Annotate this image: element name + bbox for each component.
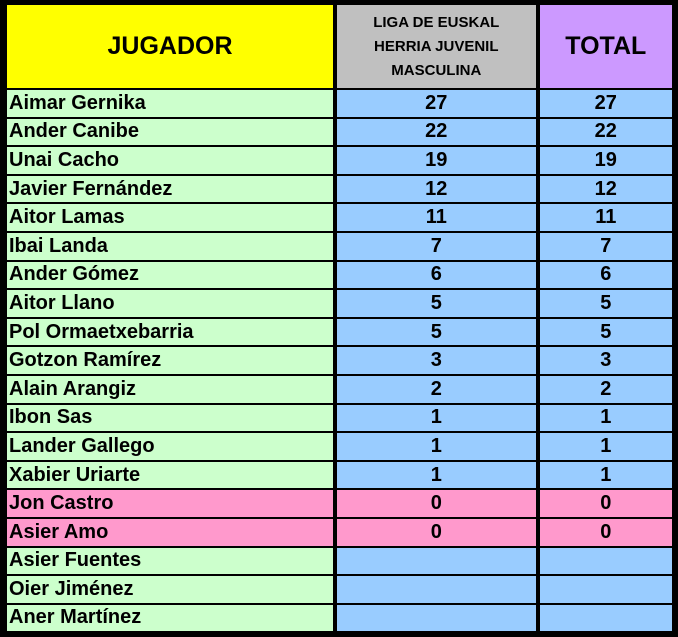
table-row-zero: Jon Castro 0 0 (7, 490, 672, 517)
header-league-line-3: MASCULINA (391, 61, 482, 79)
league-goals: 22 (336, 118, 536, 146)
total-goals: 27 (539, 90, 672, 117)
league-goals (336, 547, 536, 575)
player-name: Aitor Lamas (7, 204, 333, 231)
header-total: TOTAL (539, 5, 672, 88)
player-name: Jon Castro (7, 490, 333, 517)
player-name: Asier Amo (7, 518, 333, 546)
table-row-empty: Oier Jiménez (7, 576, 672, 603)
player-name: Ander Gómez (7, 261, 333, 289)
league-goals: 11 (336, 204, 536, 231)
player-name: Ibon Sas (7, 404, 333, 432)
total-goals: 5 (539, 318, 672, 346)
total-goals: 19 (539, 147, 672, 174)
player-name: Gotzon Ramírez (7, 347, 333, 374)
table-row: Xabier Uriarte 1 1 (7, 461, 672, 489)
league-goals: 19 (336, 147, 536, 174)
table-row: Javier Fernández 12 12 (7, 175, 672, 203)
player-name: Unai Cacho (7, 147, 333, 174)
total-goals: 2 (539, 375, 672, 403)
league-goals: 5 (336, 290, 536, 317)
total-goals: 1 (539, 404, 672, 432)
table-row: Ander Canibe 22 22 (7, 118, 672, 146)
league-goals: 6 (336, 261, 536, 289)
player-name: Javier Fernández (7, 175, 333, 203)
header-league: LIGA DE EUSKAL HERRIA JUVENIL MASCULINA (336, 5, 536, 88)
table-row: Gotzon Ramírez 3 3 (7, 347, 672, 374)
scorers-table: JUGADOR LIGA DE EUSKAL HERRIA JUVENIL MA… (3, 3, 676, 633)
header-player: JUGADOR (7, 5, 333, 88)
player-name: Lander Gallego (7, 433, 333, 460)
total-goals (539, 547, 672, 575)
table-row-empty: Asier Fuentes (7, 547, 672, 575)
league-goals: 2 (336, 375, 536, 403)
table-row: Ibon Sas 1 1 (7, 404, 672, 432)
table-row: Aitor Llano 5 5 (7, 290, 672, 317)
league-goals (336, 576, 536, 603)
table-row: Alain Arangiz 2 2 (7, 375, 672, 403)
total-goals: 12 (539, 175, 672, 203)
header-league-line-1: LIGA DE EUSKAL (373, 13, 500, 31)
player-name: Pol Ormaetxebarria (7, 318, 333, 346)
league-goals: 1 (336, 433, 536, 460)
table-row: Pol Ormaetxebarria 5 5 (7, 318, 672, 346)
table-row: Aitor Lamas 11 11 (7, 204, 672, 231)
league-goals (336, 604, 536, 632)
league-goals: 0 (336, 518, 536, 546)
league-goals: 1 (336, 461, 536, 489)
league-goals: 0 (336, 490, 536, 517)
total-goals (539, 604, 672, 632)
player-name: Oier Jiménez (7, 576, 333, 603)
total-goals: 1 (539, 461, 672, 489)
table-row-zero: Asier Amo 0 0 (7, 518, 672, 546)
player-name: Asier Fuentes (7, 547, 333, 575)
total-goals: 7 (539, 232, 672, 260)
player-name: Ander Canibe (7, 118, 333, 146)
total-goals: 1 (539, 433, 672, 460)
table-row-empty: Aner Martínez (7, 604, 672, 632)
table-row: Ibai Landa 7 7 (7, 232, 672, 260)
total-goals: 22 (539, 118, 672, 146)
table-row: Aimar Gernika 27 27 (7, 90, 672, 117)
league-goals: 27 (336, 90, 536, 117)
total-goals: 5 (539, 290, 672, 317)
player-name: Alain Arangiz (7, 375, 333, 403)
league-goals: 7 (336, 232, 536, 260)
header-row: JUGADOR LIGA DE EUSKAL HERRIA JUVENIL MA… (7, 5, 672, 88)
total-goals: 6 (539, 261, 672, 289)
player-name: Aitor Llano (7, 290, 333, 317)
player-name: Xabier Uriarte (7, 461, 333, 489)
player-name: Aner Martínez (7, 604, 333, 632)
total-goals: 11 (539, 204, 672, 231)
league-goals: 1 (336, 404, 536, 432)
league-goals: 12 (336, 175, 536, 203)
header-league-line-2: HERRIA JUVENIL (374, 37, 499, 55)
league-goals: 5 (336, 318, 536, 346)
table-row: Unai Cacho 19 19 (7, 147, 672, 174)
table-row: Lander Gallego 1 1 (7, 433, 672, 460)
total-goals: 0 (539, 518, 672, 546)
table-row: Ander Gómez 6 6 (7, 261, 672, 289)
total-goals: 3 (539, 347, 672, 374)
total-goals: 0 (539, 490, 672, 517)
league-goals: 3 (336, 347, 536, 374)
player-name: Ibai Landa (7, 232, 333, 260)
total-goals (539, 576, 672, 603)
player-name: Aimar Gernika (7, 90, 333, 117)
